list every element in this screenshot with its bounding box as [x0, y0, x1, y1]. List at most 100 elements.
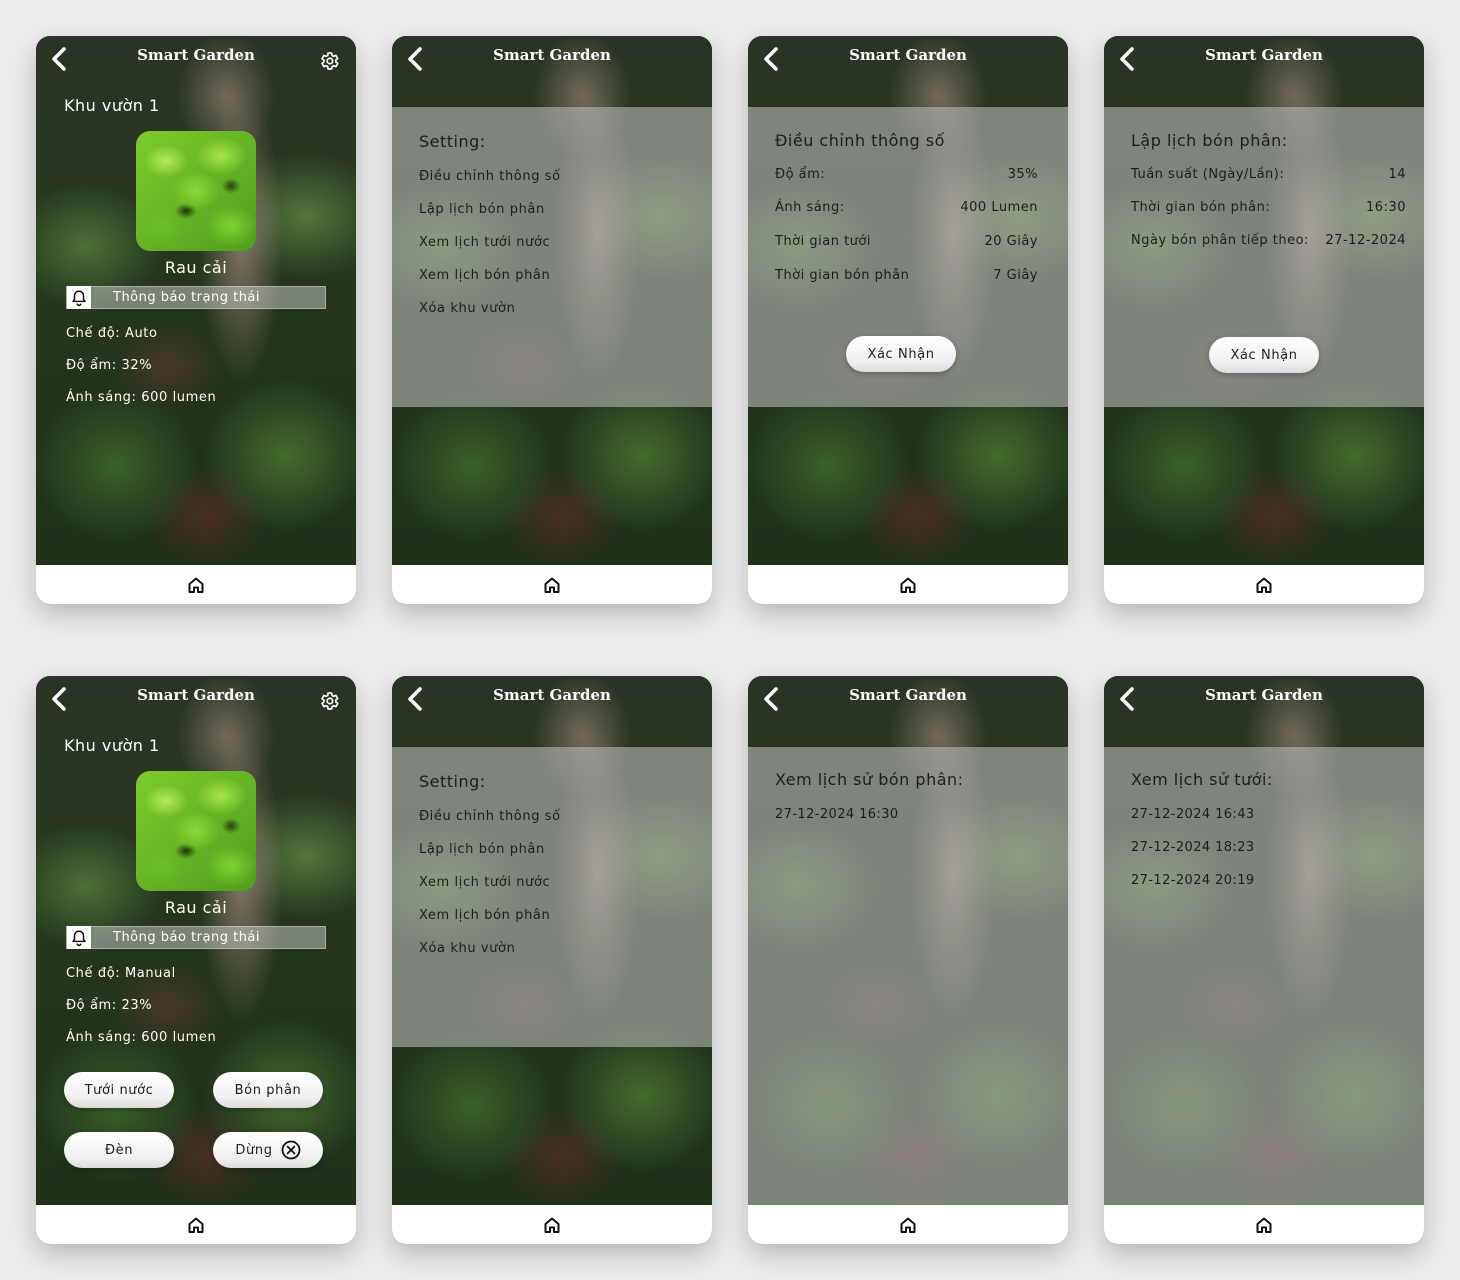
- menu-item-adjust-params[interactable]: Điều chỉnh thông số: [419, 809, 561, 824]
- screen-adjust-params: Smart Garden Điều chỉnh thông số Độ ẩm: …: [748, 36, 1068, 604]
- screen-fertilize-history: Smart Garden Xem lịch sử bón phân: 27-12…: [748, 676, 1068, 1244]
- bottom-nav: [392, 1205, 712, 1244]
- garden-name: Khu vườn 1: [64, 736, 160, 755]
- menu-item-delete-garden[interactable]: Xóa khu vườn: [419, 941, 516, 956]
- history-panel: Xem lịch sử tưới: 27-12-2024 16:43 27-12…: [1104, 747, 1424, 1205]
- plant-image: [136, 131, 256, 251]
- home-icon[interactable]: [899, 576, 917, 594]
- settings-heading: Setting:: [419, 772, 486, 791]
- light-text: Ánh sáng: 600 lumen: [66, 390, 217, 405]
- app-title: Smart Garden: [137, 46, 255, 64]
- gear-icon[interactable]: [318, 690, 340, 712]
- fert-history-heading: Xem lịch sử bón phân:: [775, 770, 964, 789]
- frequency-value[interactable]: 14: [1388, 167, 1406, 182]
- schedule-heading: Lập lịch bón phân:: [1131, 131, 1288, 150]
- bottom-nav: [36, 565, 356, 604]
- home-icon[interactable]: [1255, 576, 1273, 594]
- menu-item-view-fertilizing[interactable]: Xem lịch bón phân: [419, 268, 551, 283]
- bottom-nav: [36, 1205, 356, 1244]
- gear-icon[interactable]: [318, 50, 340, 72]
- menu-item-fertilize-schedule[interactable]: Lập lịch bón phân: [419, 202, 545, 217]
- bottom-nav: [1104, 1205, 1424, 1244]
- menu-item-delete-garden[interactable]: Xóa khu vườn: [419, 301, 516, 316]
- screen-home-auto: Smart Garden Khu vườn 1 Rau cải Thông bá…: [36, 36, 356, 604]
- home-icon[interactable]: [899, 1216, 917, 1234]
- confirm-button[interactable]: Xác Nhận: [846, 336, 956, 372]
- bottom-nav: [1104, 565, 1424, 604]
- humidity-text: Độ ẩm: 23%: [66, 998, 153, 1013]
- confirm-button[interactable]: Xác Nhận: [1209, 337, 1319, 373]
- stop-label: Dừng: [235, 1142, 273, 1158]
- bell-icon: [67, 286, 91, 309]
- menu-item-view-watering[interactable]: Xem lịch tưới nước: [419, 235, 551, 250]
- status-notification-bar[interactable]: Thông báo trạng thái: [66, 926, 326, 949]
- bottom-nav: [748, 565, 1068, 604]
- home-icon[interactable]: [543, 1216, 561, 1234]
- notification-label: Thông báo trạng thái: [113, 290, 261, 305]
- screen-settings-2: Smart Garden Setting: Điều chỉnh thông s…: [392, 676, 712, 1244]
- plant-image: [136, 771, 256, 891]
- light-label: Ánh sáng:: [775, 200, 845, 215]
- screen-settings: Smart Garden Setting: Điều chỉnh thông s…: [392, 36, 712, 604]
- app-title: Smart Garden: [849, 686, 967, 704]
- menu-item-adjust-params[interactable]: Điều chỉnh thông số: [419, 169, 561, 184]
- menu-item-fertilize-schedule[interactable]: Lập lịch bón phân: [419, 842, 545, 857]
- bell-icon: [67, 926, 91, 949]
- fertilizing-time-value[interactable]: 7 Giây: [993, 268, 1038, 283]
- water-button[interactable]: Tưới nước: [64, 1072, 174, 1108]
- humidity-label: Độ ẩm:: [775, 167, 826, 182]
- watering-time-value[interactable]: 20 Giây: [984, 234, 1038, 249]
- home-icon[interactable]: [187, 1216, 205, 1234]
- humidity-value[interactable]: 35%: [1007, 167, 1038, 182]
- screen-water-history: Smart Garden Xem lịch sử tưới: 27-12-202…: [1104, 676, 1424, 1244]
- home-icon[interactable]: [1255, 1216, 1273, 1234]
- fertilize-time-value[interactable]: 16:30: [1366, 200, 1406, 215]
- app-title: Smart Garden: [137, 686, 255, 704]
- light-text: Ánh sáng: 600 lumen: [66, 1030, 217, 1045]
- light-value[interactable]: 400 Lumen: [960, 200, 1038, 215]
- notification-label: Thông báo trạng thái: [113, 930, 261, 945]
- adjust-panel: Điều chỉnh thông số Độ ẩm: 35% Ánh sáng:…: [748, 107, 1068, 407]
- history-entry: 27-12-2024 16:43: [1131, 807, 1255, 822]
- next-date-label: Ngày bón phân tiếp theo:: [1131, 233, 1309, 248]
- mode-text: Chế độ: Manual: [66, 966, 176, 981]
- status-notification-bar[interactable]: Thông báo trạng thái: [66, 286, 326, 309]
- bottom-nav: [392, 565, 712, 604]
- stop-button[interactable]: Dừng: [213, 1132, 323, 1168]
- next-date-value[interactable]: 27-12-2024: [1325, 233, 1406, 248]
- settings-panel: Setting: Điều chỉnh thông số Lập lịch bó…: [392, 747, 712, 1047]
- menu-item-view-fertilizing[interactable]: Xem lịch bón phân: [419, 908, 551, 923]
- screen-fertilize-schedule: Smart Garden Lập lịch bón phân: Tuần suấ…: [1104, 36, 1424, 604]
- garden-name: Khu vườn 1: [64, 96, 160, 115]
- frequency-label: Tuần suất (Ngày/Lần):: [1131, 167, 1285, 182]
- home-icon[interactable]: [543, 576, 561, 594]
- settings-panel: Setting: Điều chỉnh thông số Lập lịch bó…: [392, 107, 712, 407]
- menu-item-view-watering[interactable]: Xem lịch tưới nước: [419, 875, 551, 890]
- fertilize-time-label: Thời gian bón phân:: [1131, 200, 1271, 215]
- plant-name: Rau cải: [164, 258, 228, 277]
- settings-heading: Setting:: [419, 132, 486, 151]
- adjust-heading: Điều chỉnh thông số: [775, 131, 945, 150]
- water-history-heading: Xem lịch sử tưới:: [1131, 770, 1273, 789]
- fertilize-button[interactable]: Bón phân: [213, 1072, 323, 1108]
- app-title: Smart Garden: [1205, 46, 1323, 64]
- plant-name: Rau cải: [164, 898, 228, 917]
- history-panel: Xem lịch sử bón phân: 27-12-2024 16:30: [748, 747, 1068, 1205]
- app-title: Smart Garden: [849, 46, 967, 64]
- app-title: Smart Garden: [1205, 686, 1323, 704]
- history-entry: 27-12-2024 16:30: [775, 807, 899, 822]
- history-entry: 27-12-2024 20:19: [1131, 873, 1255, 888]
- fertilizing-time-label: Thời gian bón phân: [775, 268, 910, 283]
- bottom-nav: [748, 1205, 1068, 1244]
- schedule-panel: Lập lịch bón phân: Tuần suất (Ngày/Lần):…: [1104, 107, 1424, 407]
- app-title: Smart Garden: [493, 686, 611, 704]
- history-entry: 27-12-2024 18:23: [1131, 840, 1255, 855]
- mode-text: Chế độ: Auto: [66, 326, 158, 341]
- light-button[interactable]: Đèn: [64, 1132, 174, 1168]
- home-icon[interactable]: [187, 576, 205, 594]
- watering-time-label: Thời gian tưới: [775, 234, 871, 249]
- close-circle-icon: [281, 1140, 301, 1160]
- humidity-text: Độ ẩm: 32%: [66, 358, 153, 373]
- app-title: Smart Garden: [493, 46, 611, 64]
- screen-home-manual: Smart Garden Khu vườn 1 Rau cải Thông bá…: [36, 676, 356, 1244]
